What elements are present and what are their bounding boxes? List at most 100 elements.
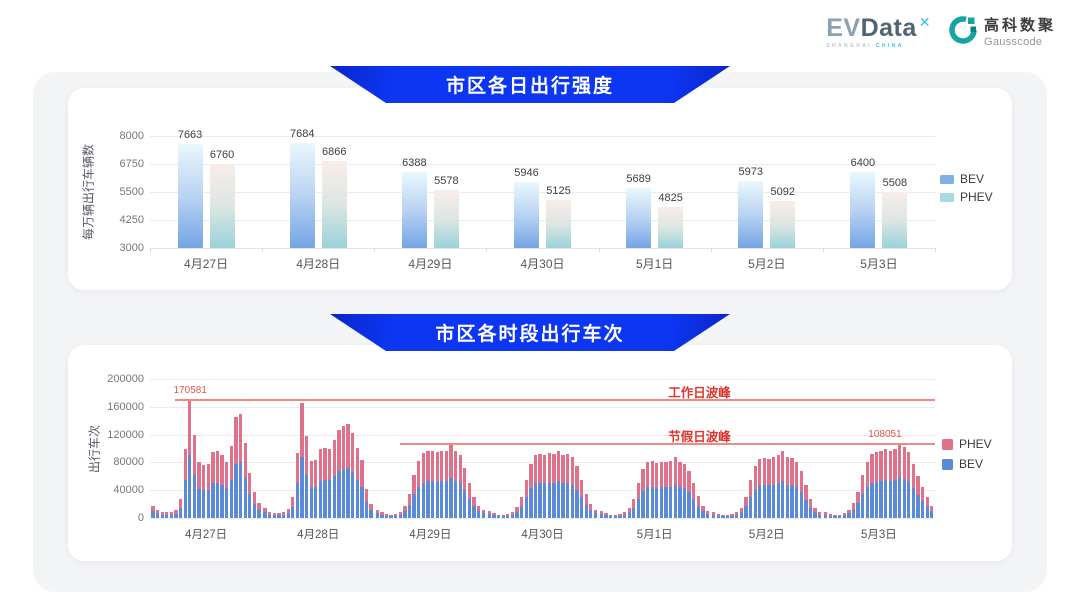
axis-tick [710,248,712,252]
phev-segment [304,436,309,474]
phev-segment [636,483,641,499]
hour-stack [762,457,767,518]
bev-segment [281,514,286,518]
phev-segment [220,455,224,485]
phev-segment [309,461,313,488]
day-group [374,379,486,518]
bev-segment [739,512,743,518]
phev-segment [833,514,837,516]
hour-stack [533,455,538,518]
phev-segment [609,514,613,516]
bev-segment [813,512,817,518]
hour-stack [286,508,290,518]
x-axis-label: 4月28日 [296,257,341,271]
x-axis-label: 4月28日 [297,529,340,541]
y-tick-label: 200000 [107,373,144,385]
hour-stack [925,497,929,518]
hour-stack [501,514,505,518]
bev-segment [837,515,842,518]
hourly-trips-title: 市区各时段出行车次 [435,324,625,345]
phev-segment [712,511,716,515]
phev-segment [403,505,407,512]
hour-stack [506,513,510,518]
phev-segment [444,450,449,482]
phev-segment [435,452,439,482]
hour-stack [380,512,384,518]
bev-segment [543,483,547,518]
bev-segment [920,500,925,518]
bev-segment [735,514,739,518]
hour-stack [458,455,462,518]
hour-stack [327,448,332,518]
bev-segment [870,482,874,518]
bar-group: 6388 5578 [374,136,486,248]
gausscode-logo: 高科数聚 Gausscode [949,16,1056,49]
hour-stack [272,513,276,518]
legend-item-bev[interactable]: BEV [940,172,993,186]
hourly-trips-banner: 市区各时段出行车次 [330,314,730,351]
hour-stack [636,483,641,518]
hour-stack [151,505,155,518]
hour-stack [524,479,528,518]
phev-segment [192,435,197,475]
phev-segment [870,454,874,483]
hour-stack [197,462,201,518]
phev-segment [380,512,384,516]
bev-segment [300,456,304,518]
evdata-subtext: SHANGHAI CHINA [826,44,931,49]
bev-segment [748,497,753,518]
hour-stack [435,452,439,518]
bev-segment [403,511,407,518]
phev-segment [515,506,519,512]
x-axis-label: 5月2日 [748,529,785,541]
legend-item-phev[interactable]: PHEV [942,437,992,451]
phev-segment [584,493,588,505]
bar-group: 5973 5092 [711,136,823,248]
bev-segment [435,481,439,518]
hour-stack [678,462,682,518]
hour-stack [510,511,515,518]
hour-stack [481,509,485,518]
phev-segment [281,511,286,515]
y-tick-label: 120000 [107,428,144,441]
hour-stack [206,463,210,518]
legend-swatch [942,458,953,470]
bev-bar: 5946 [513,167,539,248]
daily-intensity-legend: BEV PHEV [940,172,993,204]
hour-stack [155,509,160,518]
legend-swatch [940,192,954,202]
y-axis-ticks-trips: 0 40000 80000 120000 160000 200000 [68,345,144,561]
legend-item-bev[interactable]: BEV [942,457,992,471]
hour-stack [314,459,318,518]
hour-stack [492,513,496,518]
hour-stack [566,454,570,518]
bev-segment [268,514,272,518]
phev-segment [925,497,929,507]
gridline [150,434,935,436]
evdata-text-ev: EV [826,14,861,42]
bar-value-label: 6388 [402,157,427,170]
phev-segment [701,505,705,512]
hour-stack [725,514,730,518]
hour-stack [897,442,902,518]
hour-stack [467,483,472,518]
bev-segment [897,477,902,518]
hour-stack [650,461,654,518]
hour-stack [833,514,837,518]
bev-segment [174,513,178,518]
evdata-wordmark: EVData ✕ [826,14,931,42]
hour-stack [589,504,593,518]
hour-stack [243,442,247,518]
hour-stack [463,467,467,518]
bar-value-label: 6866 [321,146,347,159]
hour-stack [794,462,799,518]
phev-segment [501,514,505,516]
hour-stack [472,497,476,518]
legend-item-phev[interactable]: PHEV [940,190,993,204]
bev-segment [449,477,453,518]
hour-stack [609,514,613,518]
phev-segment [225,461,229,489]
workday-peak-label: 工作日波峰 [668,386,731,401]
hour-stack [398,511,402,518]
